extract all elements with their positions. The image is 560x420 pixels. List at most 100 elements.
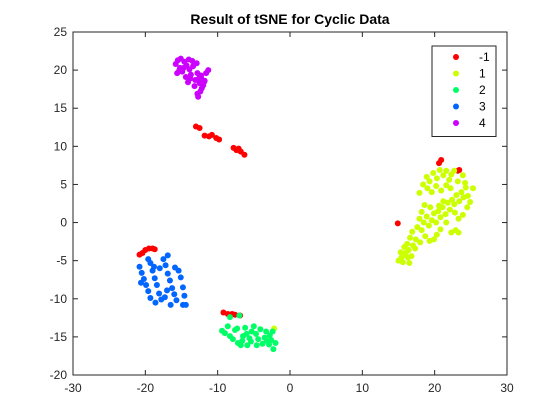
data-point (426, 237, 433, 244)
data-point (436, 202, 443, 209)
data-point (399, 259, 406, 266)
data-point (412, 236, 419, 243)
data-point (171, 264, 178, 271)
data-point (200, 79, 207, 86)
data-point (151, 275, 158, 282)
y-tick-label: -5 (56, 254, 67, 268)
data-point (404, 240, 411, 247)
data-point (412, 245, 419, 252)
legend-label: 4 (479, 116, 486, 130)
data-point (253, 330, 260, 337)
data-point (171, 291, 178, 298)
data-point (433, 231, 440, 238)
y-tick-label: 0 (60, 216, 67, 230)
data-point (205, 67, 212, 74)
data-point (194, 90, 201, 97)
data-point (234, 325, 241, 332)
chart-title: Result of tSNE for Cyclic Data (190, 11, 389, 27)
data-point (449, 196, 456, 203)
data-point (186, 66, 193, 73)
data-point (179, 284, 186, 291)
data-point (456, 166, 463, 173)
data-point (145, 288, 152, 295)
data-point (177, 274, 184, 281)
data-point (443, 182, 450, 189)
data-point (420, 181, 427, 188)
y-tick-label: 10 (54, 139, 68, 153)
data-point (137, 279, 144, 286)
data-point (164, 270, 171, 277)
data-point (152, 299, 159, 306)
x-tick-label: -30 (64, 381, 82, 395)
series-1 (271, 166, 477, 332)
data-point (451, 209, 458, 216)
data-point (176, 67, 183, 74)
data-point (177, 55, 184, 62)
data-point (453, 192, 460, 199)
legend-label: 1 (479, 67, 486, 81)
data-point (191, 83, 198, 90)
data-point (156, 290, 163, 297)
legend-label: -1 (479, 50, 490, 64)
legend-box (431, 45, 497, 137)
data-point (224, 323, 231, 330)
legend-marker (453, 103, 459, 110)
data-point (208, 131, 215, 138)
data-point (198, 74, 205, 81)
y-tick-label: -20 (50, 368, 68, 382)
data-point (229, 336, 236, 343)
data-point (138, 269, 145, 276)
data-point (394, 220, 401, 227)
data-point (455, 229, 462, 236)
data-point (216, 136, 223, 143)
data-point (425, 222, 432, 229)
data-point (427, 204, 434, 211)
y-tick-label: -10 (50, 292, 68, 306)
data-point (437, 226, 444, 233)
y-tick-label: 5 (60, 177, 67, 191)
data-point (270, 346, 277, 353)
data-point (448, 229, 455, 236)
data-point (247, 338, 254, 345)
data-point (243, 330, 250, 337)
data-point (136, 263, 143, 270)
legend-marker (453, 87, 459, 93)
data-point (428, 189, 435, 196)
data-point (417, 239, 424, 246)
data-point (151, 263, 158, 270)
data-points (136, 55, 477, 353)
data-point (438, 157, 445, 164)
data-point (259, 340, 266, 347)
data-point (221, 330, 228, 337)
x-tick-label: 0 (287, 381, 294, 395)
data-point (237, 342, 244, 349)
data-point (266, 341, 273, 348)
data-point (147, 295, 154, 302)
data-point (162, 262, 169, 269)
data-point (169, 285, 176, 292)
data-point (440, 172, 447, 179)
data-point (226, 314, 233, 321)
y-tick-label: 20 (54, 63, 68, 77)
data-point (255, 336, 262, 343)
data-point (253, 342, 260, 349)
data-point (153, 282, 160, 289)
data-point (182, 301, 189, 308)
data-point (430, 170, 437, 177)
x-tick-label: -10 (209, 381, 227, 395)
data-point (424, 185, 431, 192)
data-point (143, 282, 150, 289)
data-point (244, 342, 251, 349)
series-4 (172, 55, 212, 100)
data-point (166, 277, 173, 284)
y-tick-label: 25 (54, 25, 68, 39)
data-point (263, 328, 270, 335)
data-point (464, 204, 471, 211)
data-point (426, 178, 433, 185)
data-point (436, 166, 443, 173)
data-point (423, 213, 430, 220)
data-point (459, 211, 466, 218)
